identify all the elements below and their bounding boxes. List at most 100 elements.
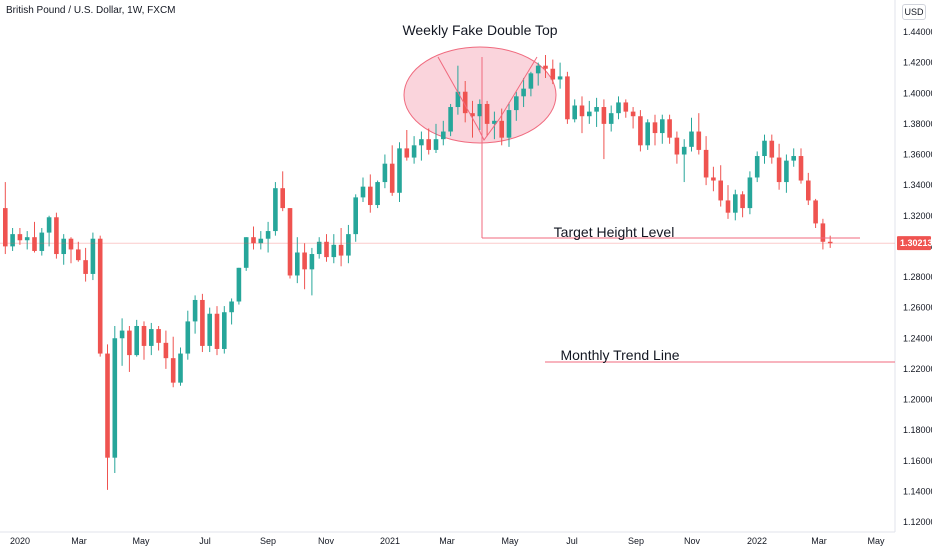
candle-body xyxy=(83,260,88,274)
y-tick-label: 1.16000 xyxy=(903,456,932,466)
candle-up xyxy=(514,91,519,121)
candle-up xyxy=(90,232,96,281)
candle-body xyxy=(389,163,395,193)
candle-up xyxy=(222,306,227,354)
candle-body xyxy=(3,208,8,247)
candle-down xyxy=(696,113,702,155)
candle-body xyxy=(185,321,191,354)
candle-up xyxy=(681,139,687,183)
time-axis[interactable]: 2020 Mar May Jul Sep Nov 2021 Mar May Jul Sep Nov 20… xyxy=(10,536,885,546)
y-tick-label: 1.40000 xyxy=(903,88,932,98)
candle-down xyxy=(368,174,373,213)
candle-down xyxy=(711,166,716,192)
candle-up xyxy=(265,221,271,253)
candle-up xyxy=(316,237,322,259)
y-tick-label: 1.44000 xyxy=(903,27,932,37)
candle-body xyxy=(258,238,264,244)
candle-body xyxy=(295,252,300,276)
candle-up xyxy=(784,154,789,193)
candle-body xyxy=(623,102,629,112)
annotation-label: Weekly Fake Double Top xyxy=(402,22,557,38)
candle-body xyxy=(324,241,329,258)
candle-body xyxy=(791,156,796,161)
candle-body xyxy=(660,119,665,134)
x-tick-label: Sep xyxy=(260,536,276,546)
currency-button[interactable]: USD xyxy=(902,4,926,20)
candle-up xyxy=(733,189,738,221)
candle-body xyxy=(68,238,74,250)
x-tick-label: Jul xyxy=(566,536,578,546)
candle-down xyxy=(141,321,147,360)
candle-body xyxy=(448,107,453,132)
candle-down xyxy=(251,226,256,250)
candle-body xyxy=(119,330,125,339)
y-tick-label: 1.34000 xyxy=(903,180,932,190)
candle-up xyxy=(112,326,118,473)
annotations: Weekly Fake Double Top Target Height Leve… xyxy=(402,22,679,363)
candle-down xyxy=(54,212,59,259)
x-tick-label: Nov xyxy=(684,536,701,546)
price-axis[interactable]: 1.44000 1.42000 1.40000 1.38000 1.36000 1.340… xyxy=(897,27,932,527)
candle-up xyxy=(331,234,337,264)
candle-body xyxy=(754,156,760,178)
candle-down xyxy=(389,145,395,196)
candle-body xyxy=(265,231,271,239)
candle-down xyxy=(820,218,826,250)
x-tick-label: May xyxy=(132,536,150,546)
candle-down xyxy=(565,71,570,124)
candle-body xyxy=(149,329,154,346)
candle-down xyxy=(426,128,431,155)
candle-up xyxy=(353,194,358,242)
candle-body xyxy=(484,103,490,124)
candle-body xyxy=(419,139,424,146)
candle-up xyxy=(149,322,154,356)
candle-down xyxy=(76,241,81,262)
candle-down xyxy=(97,235,103,357)
x-tick-label: Nov xyxy=(318,536,335,546)
candle-down xyxy=(806,172,811,206)
candle-body xyxy=(689,131,694,147)
candle-down xyxy=(579,96,585,134)
candle-body xyxy=(681,146,687,155)
x-tick-label: May xyxy=(501,536,519,546)
candle-up xyxy=(689,117,694,152)
last-price-badge xyxy=(897,236,931,251)
candle-body xyxy=(192,299,198,322)
candle-body xyxy=(725,200,731,213)
candle-up xyxy=(616,96,621,120)
candle-up xyxy=(572,99,577,123)
candle-body xyxy=(178,353,183,383)
candle-body xyxy=(404,148,410,158)
candle-down xyxy=(170,336,176,388)
y-tick-label: 1.18000 xyxy=(903,425,932,435)
candle-up xyxy=(309,247,315,296)
candle-up xyxy=(433,123,439,153)
candle-body xyxy=(506,110,512,138)
candle-up xyxy=(273,182,278,236)
candle-body xyxy=(112,338,118,458)
candle-body xyxy=(608,113,614,124)
candle-body xyxy=(251,237,256,244)
y-tick-label: 1.38000 xyxy=(903,119,932,129)
candle-body xyxy=(579,105,585,117)
candle-down xyxy=(638,110,643,152)
candle-up xyxy=(762,134,767,164)
candle-up xyxy=(39,228,45,256)
candle-body xyxy=(156,329,161,343)
candle-body xyxy=(141,326,147,346)
candle-up xyxy=(455,65,461,115)
candle-up xyxy=(528,71,534,97)
candle-body xyxy=(733,194,738,213)
candle-body xyxy=(207,313,212,346)
candle-up xyxy=(521,77,526,108)
candle-down xyxy=(652,114,658,146)
candle-body xyxy=(32,237,37,251)
candle-body xyxy=(90,238,96,274)
candle-body xyxy=(652,122,658,134)
candle-up xyxy=(236,267,242,305)
y-tick-label: 1.22000 xyxy=(903,364,932,374)
candle-body xyxy=(470,113,475,117)
candle-up xyxy=(419,131,424,161)
candle-body xyxy=(769,140,775,158)
